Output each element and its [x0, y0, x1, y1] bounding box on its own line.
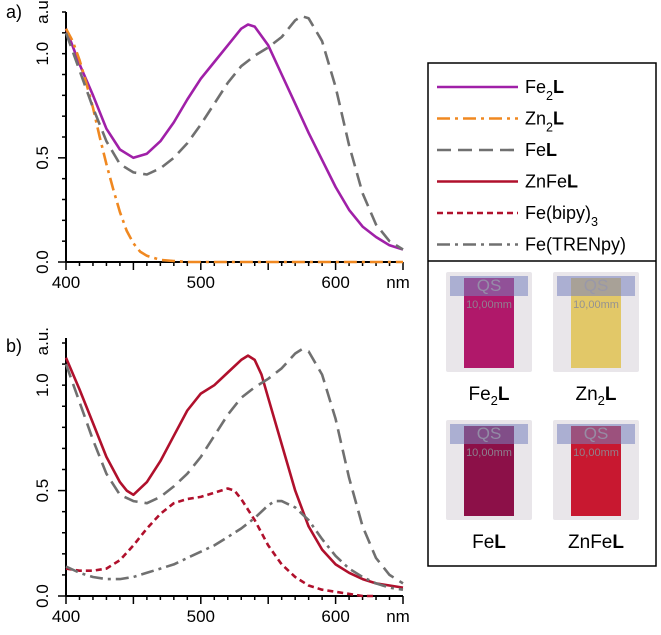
legend-item-FeTRENpy: Fe(TRENpy): [437, 235, 626, 255]
cuvette-cap: [557, 424, 635, 444]
legend-item-Fe2L: Fe2L: [437, 77, 564, 103]
cuvette-label-FeL: FeL: [472, 532, 506, 553]
cuvette-photo-ZnFeL: QS 10,00mm: [553, 420, 639, 520]
legend-label: Zn2L: [525, 109, 564, 135]
panel-label: a): [6, 2, 22, 22]
cuvette-width-mark: 10,00mm: [573, 447, 619, 459]
y-axis-label: a.u.: [33, 327, 52, 355]
series-line-Fe2L: [64, 23, 404, 251]
cuvette-cap: [557, 276, 635, 296]
legend-item-Zn2L: Zn2L: [437, 109, 564, 135]
cuvette-width-mark: 10,00mm: [573, 299, 619, 311]
series-line-Zn2L: [64, 28, 403, 264]
cuvette-label-ZnFeL: ZnFeL: [568, 532, 624, 553]
series-line-ZnFeL: [64, 354, 404, 589]
cuvette-label-Fe2L: Fe2L: [468, 384, 510, 408]
cuvette-qs-mark: QS: [583, 276, 609, 295]
x-tick-label: 500: [187, 273, 215, 292]
cuvette-photo-FeL: QS 10,00mm: [446, 420, 532, 520]
y-tick-label: 1.0: [33, 42, 52, 66]
legend-label: ZnFeL: [525, 172, 578, 192]
y-tick-label: 1.0: [33, 373, 52, 397]
legend-item-Febipy3: Fe(bipy)3: [437, 203, 598, 229]
panel-b: b) 0.0 0.5 1.0 a.u. 400 500 600 nm: [6, 327, 410, 626]
legend-item-FeL: FeL: [437, 140, 557, 160]
legend-label: Fe(bipy)3: [525, 203, 598, 229]
legend-label: Fe2L: [525, 77, 564, 103]
cuvette-label-Zn2L: Zn2L: [575, 384, 617, 408]
cuvette-cap: [450, 424, 528, 444]
x-tick-label: 500: [187, 607, 215, 626]
x-axis-label: nm: [386, 273, 410, 292]
panel-label: b): [6, 336, 22, 356]
panel-a: a) 0.0 0.5 1.0 a.u. 400 500 600 nm: [6, 0, 410, 292]
cuvette-photo-Fe2L: QS 10,00mm: [446, 272, 532, 372]
cuvette-cap: [450, 276, 528, 296]
cuvette-qs-mark: QS: [476, 276, 502, 295]
legend-label: FeL: [525, 140, 557, 160]
legend-item-ZnFeL: ZnFeL: [437, 172, 578, 192]
series-line-FeTRENpy: [65, 499, 404, 591]
cuvette-width-mark: 10,00mm: [466, 299, 512, 311]
cuvette-width-mark: 10,00mm: [466, 447, 512, 459]
series-line-Febipy3: [65, 487, 376, 598]
series-line-FeL: [64, 347, 404, 585]
y-axis-label: a.u.: [33, 0, 52, 24]
x-axis-label: nm: [386, 607, 410, 626]
x-tick-label: 600: [321, 607, 349, 626]
y-tick-label: 0.0: [33, 250, 52, 274]
cuvette-photo-Zn2L: QS 10,00mm: [553, 272, 639, 372]
x-tick-label: 400: [52, 273, 80, 292]
series-line-FeL: [64, 14, 404, 251]
y-tick-label: 0.0: [33, 584, 52, 608]
cuvette-qs-mark: QS: [583, 424, 609, 443]
legend-label: Fe(TRENpy): [525, 235, 626, 255]
cuvette-qs-mark: QS: [476, 424, 502, 443]
x-tick-label: 600: [321, 273, 349, 292]
y-tick-label: 0.5: [33, 479, 52, 503]
x-tick-label: 400: [52, 607, 80, 626]
y-tick-label: 0.5: [33, 146, 52, 170]
